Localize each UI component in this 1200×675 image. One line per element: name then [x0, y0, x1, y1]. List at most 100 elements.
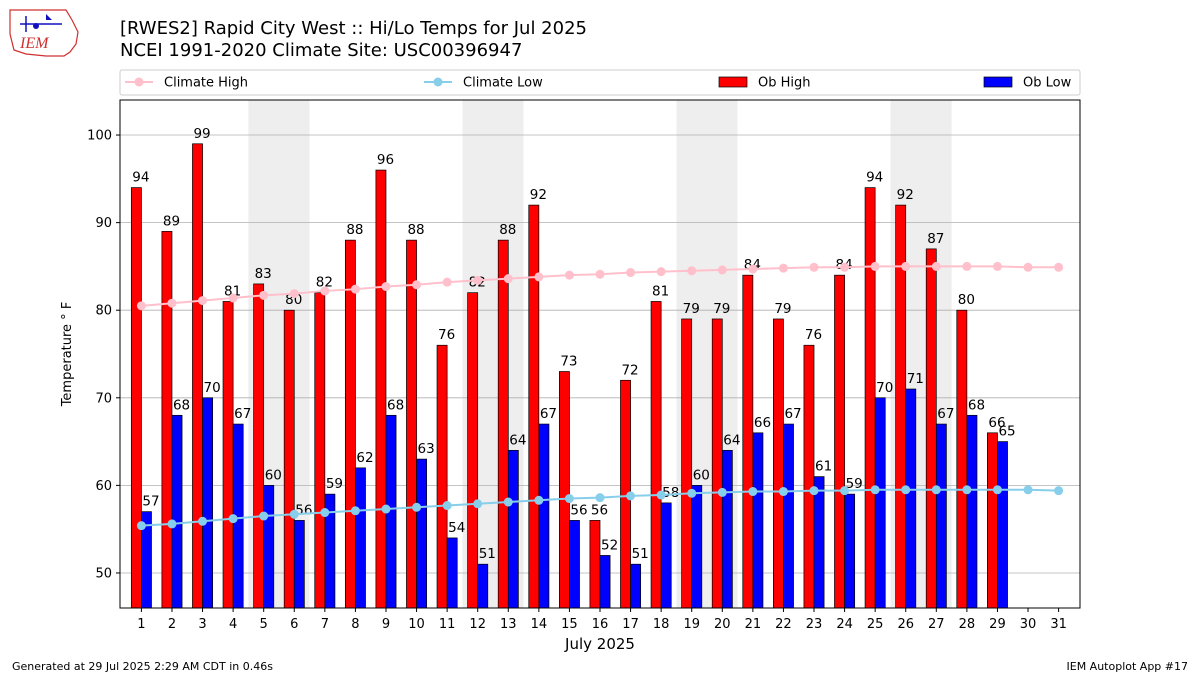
ob-low-bar — [905, 388, 917, 609]
ob-high-label: 88 — [499, 222, 516, 238]
ob-high-label: 79 — [683, 301, 700, 317]
ob-low-label: 64 — [509, 432, 526, 448]
x-tick-label: 15 — [561, 617, 578, 632]
ob-high-bar — [925, 248, 937, 609]
climate-low-point — [840, 486, 850, 496]
climate-low-point — [687, 488, 697, 498]
x-tick-label: 28 — [959, 617, 976, 632]
ob-low-label: 54 — [448, 520, 465, 536]
ob-low-label: 67 — [540, 406, 557, 422]
climate-high-point — [412, 280, 422, 290]
ob-low-bar — [783, 423, 794, 609]
ob-high-bar — [711, 318, 723, 609]
ob-low-label: 51 — [632, 546, 649, 562]
climate-low-point — [167, 519, 177, 529]
ob-low-label: 59 — [326, 476, 343, 492]
logo-text: IEM — [19, 35, 50, 52]
ob-high-bar — [497, 239, 509, 609]
x-tick-label: 13 — [500, 617, 517, 632]
ob-low-bar — [874, 397, 886, 609]
ob-high-label: 83 — [255, 266, 272, 282]
ob-high-label: 76 — [805, 327, 822, 343]
ob-high-bar — [467, 292, 479, 609]
climate-low-point — [228, 514, 238, 524]
ob-high-label: 80 — [958, 292, 975, 308]
x-tick-label: 9 — [382, 617, 390, 632]
ob-high-label: 92 — [897, 187, 914, 203]
chart-subtitle: NCEI 1991-2020 Climate Site: USC00396947 — [120, 40, 523, 61]
ob-high-bar — [436, 344, 448, 609]
climate-low-point — [717, 487, 727, 497]
climate-low-point — [626, 491, 636, 501]
climate-low-point — [259, 511, 269, 521]
legend-climate-low-marker-dot — [433, 77, 443, 87]
ob-low-bar — [569, 520, 580, 609]
x-axis-label: July 2025 — [564, 635, 635, 653]
x-tick-label: 16 — [592, 617, 609, 632]
ob-high-label: 96 — [377, 152, 394, 168]
climate-high-point — [717, 265, 727, 275]
climate-low-point — [656, 490, 666, 500]
ob-low-label: 57 — [142, 494, 159, 510]
ob-high-bar — [864, 187, 876, 609]
ob-high-label: 88 — [407, 222, 424, 238]
ob-high-label: 79 — [713, 301, 730, 317]
climate-low-point — [778, 487, 788, 497]
ob-high-bar — [558, 371, 570, 609]
chart-title: [RWES2] Rapid City West :: Hi/Lo Temps f… — [120, 18, 587, 39]
climate-high-point — [228, 293, 238, 303]
x-tick-label: 12 — [469, 617, 486, 632]
x-tick-label: 1 — [137, 617, 145, 632]
ob-high-bar — [681, 318, 693, 609]
ob-low-bar — [263, 485, 275, 609]
climate-high-point — [901, 261, 911, 271]
climate-low-point — [901, 485, 911, 495]
legend-climate-high-label: Climate High — [164, 76, 248, 91]
climate-high-point — [962, 261, 972, 271]
ob-high-label: 66 — [988, 415, 1005, 431]
ob-high-label: 56 — [591, 502, 608, 518]
ob-low-bar — [997, 441, 1008, 609]
ob-high-bar — [161, 231, 173, 609]
ob-high-bar — [314, 292, 326, 609]
climate-high-point — [564, 270, 574, 280]
climate-low-point — [412, 502, 422, 512]
climate-high-point — [289, 289, 299, 299]
ob-high-bar — [192, 143, 203, 609]
climate-low-point — [809, 486, 819, 496]
ob-high-bar — [528, 204, 540, 609]
x-tick-label: 8 — [351, 617, 359, 632]
ob-high-bar — [222, 301, 234, 609]
ob-low-label: 67 — [937, 406, 954, 422]
ob-low-label: 65 — [998, 424, 1015, 440]
iem-logo: IEM — [9, 9, 79, 57]
climate-high-point — [473, 275, 483, 285]
y-tick-label: 50 — [95, 566, 112, 581]
climate-low-point — [136, 521, 146, 531]
ob-low-label: 51 — [479, 546, 496, 562]
y-tick-label: 90 — [95, 216, 112, 231]
climate-high-point — [503, 274, 513, 284]
ob-low-label: 68 — [968, 397, 985, 413]
ob-low-bar — [416, 458, 427, 609]
x-tick-label: 20 — [714, 617, 731, 632]
ob-high-bar — [589, 520, 601, 609]
ob-low-bar — [721, 449, 733, 609]
y-tick-label: 60 — [95, 479, 112, 494]
x-tick-label: 2 — [168, 617, 176, 632]
x-tick-label: 24 — [836, 617, 853, 632]
climate-high-point — [320, 286, 330, 296]
climate-high-point — [259, 290, 269, 300]
legend-ob-low-label: Ob Low — [1023, 76, 1072, 91]
ob-high-label: 87 — [927, 231, 944, 247]
climate-high-point — [626, 268, 636, 278]
climate-high-point — [809, 262, 819, 272]
climate-high-point — [687, 266, 697, 276]
x-tick-label: 22 — [775, 617, 792, 632]
climate-high-point — [350, 284, 360, 294]
x-tick-label: 6 — [290, 617, 298, 632]
climate-low-point — [473, 499, 483, 509]
climate-low-point — [564, 494, 574, 504]
ob-low-bar — [966, 414, 978, 609]
ob-low-bar — [293, 520, 305, 609]
